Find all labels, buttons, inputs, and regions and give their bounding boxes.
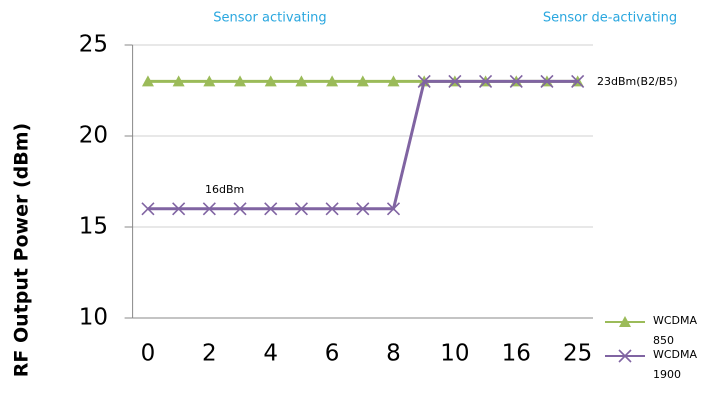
marker <box>141 75 154 87</box>
marker <box>294 202 308 216</box>
annotation: Sensor de-activating <box>543 11 677 26</box>
y-tick-label: 15 <box>79 214 108 240</box>
marker <box>479 74 493 88</box>
marker <box>325 202 339 216</box>
legend-label: WCDMA850 <box>653 314 698 347</box>
marker <box>141 202 155 216</box>
x-tick-label: 0 <box>141 341 156 367</box>
marker <box>264 202 278 216</box>
y-tick-label: 25 <box>79 32 108 58</box>
x-tick-label: 8 <box>386 341 401 367</box>
marker <box>203 75 216 87</box>
marker <box>356 75 369 87</box>
legend-label: WCDMA1900 <box>653 348 698 381</box>
marker <box>571 74 585 88</box>
marker <box>417 74 431 88</box>
x-tick-label: 4 <box>263 341 278 367</box>
y-tick-label: 20 <box>79 123 108 149</box>
marker <box>618 349 632 363</box>
marker <box>386 202 401 216</box>
marker <box>509 74 523 88</box>
marker <box>295 75 308 87</box>
x-tick-label: 25 <box>563 341 592 367</box>
marker <box>448 74 462 88</box>
marker <box>356 202 370 216</box>
marker <box>233 202 247 216</box>
y-tick-label: 10 <box>79 305 108 331</box>
marker <box>264 75 277 87</box>
marker <box>202 202 216 216</box>
legend-label-box: WCDMA850 <box>653 314 698 347</box>
marker <box>172 202 186 216</box>
marker <box>172 75 185 87</box>
marker <box>619 316 631 327</box>
x-tick-label: 2 <box>202 341 217 367</box>
annotation: Sensor activating <box>213 11 326 26</box>
annotation: 23dBm(B2/B5) <box>597 75 678 88</box>
marker <box>387 75 400 87</box>
marker <box>234 75 247 87</box>
annotation: 16dBm <box>205 183 244 196</box>
marker <box>540 74 554 88</box>
x-tick-label: 10 <box>440 341 469 367</box>
marker <box>326 75 339 87</box>
x-tick-label: 16 <box>502 341 531 367</box>
x-tick-label: 6 <box>325 341 340 367</box>
legend-label-box: WCDMA1900 <box>653 348 698 381</box>
y-axis-label: RF Output Power (dBm) <box>11 123 33 377</box>
